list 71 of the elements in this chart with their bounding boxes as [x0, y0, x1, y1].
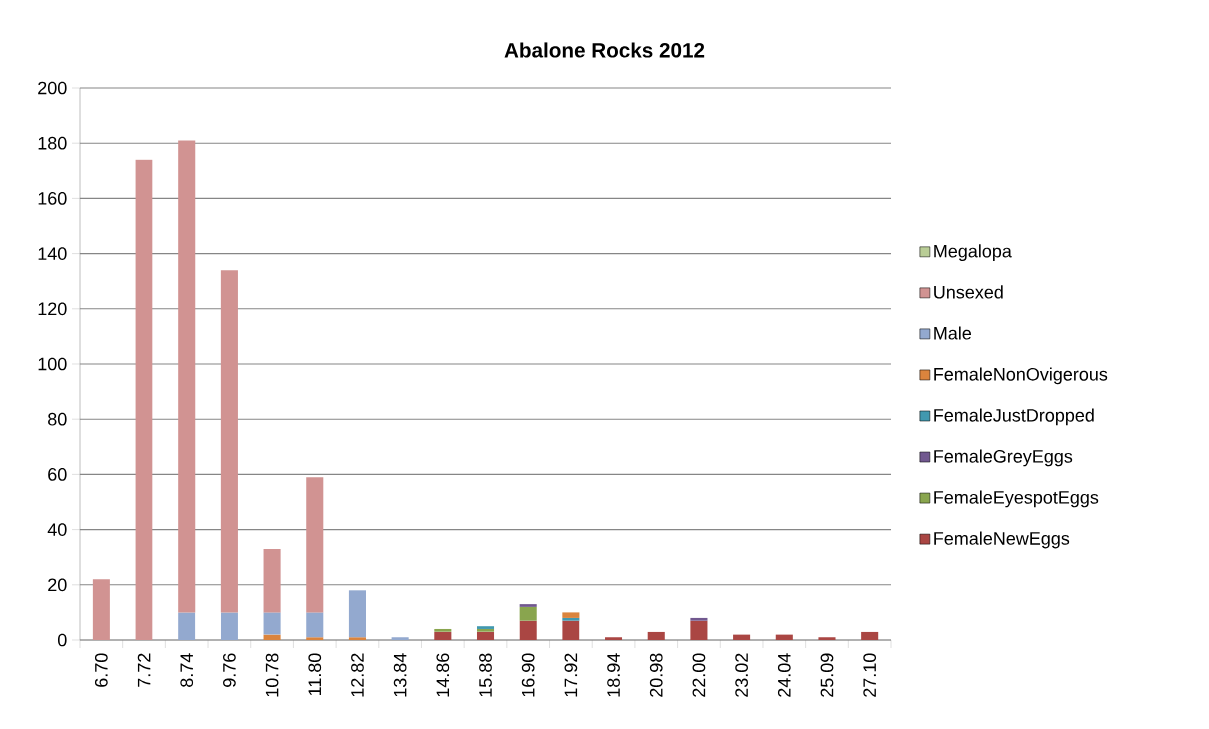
bar — [220, 612, 238, 640]
bar — [562, 620, 580, 640]
y-tick-label: 180 — [38, 136, 67, 150]
bar — [306, 612, 324, 638]
bar — [306, 637, 324, 640]
x-tick-label: 15.88 — [479, 653, 492, 697]
bar — [391, 637, 409, 640]
x-tick-label: 9.76 — [223, 653, 236, 687]
x-tick-label: 16.90 — [521, 653, 535, 697]
bar — [306, 477, 324, 613]
bar — [476, 631, 495, 640]
x-tick-label: 23.02 — [735, 653, 748, 697]
bar — [818, 637, 836, 640]
y-tick-label: 60 — [48, 468, 67, 481]
legend-label: Unsexed — [934, 285, 1003, 299]
legend-label: Male — [934, 326, 972, 340]
bar — [220, 270, 238, 613]
y-tick-label: 80 — [48, 412, 67, 426]
legend-label: FemaleNonOvigerous — [934, 367, 1108, 385]
bar — [562, 617, 580, 621]
bar — [263, 634, 281, 640]
bar — [519, 604, 537, 607]
y-tick-label: 40 — [47, 523, 67, 536]
bar — [178, 612, 196, 640]
y-tick-label: 200 — [38, 81, 67, 95]
y-tick-label: 140 — [38, 247, 67, 260]
x-tick-label: 7.72 — [137, 653, 151, 687]
bar — [135, 159, 153, 640]
x-tick-label: 6.70 — [94, 653, 108, 687]
y-tick-label: 120 — [38, 302, 67, 316]
legend-label: FemaleEyespotEggs — [934, 490, 1099, 508]
x-tick-label: 11.80 — [308, 653, 322, 696]
x-tick-label: 20.98 — [649, 653, 663, 697]
x-tick-label: 12.82 — [351, 653, 364, 697]
y-tick-label: 160 — [38, 192, 67, 205]
legend-label: FemaleGreyEggs — [934, 449, 1073, 467]
bar — [733, 634, 751, 640]
y-tick-label: 0 — [57, 633, 67, 647]
bar — [178, 140, 196, 613]
x-tick-label: 24.04 — [777, 653, 791, 697]
bar — [263, 612, 281, 635]
bar — [434, 631, 452, 640]
bar — [519, 606, 537, 621]
x-tick-label: 25.09 — [820, 653, 834, 697]
bar — [348, 637, 366, 640]
x-tick-label: 13.84 — [393, 653, 407, 697]
bar — [861, 631, 879, 640]
y-tick-label: 20 — [48, 578, 67, 592]
bar — [519, 620, 537, 640]
bar — [647, 631, 665, 640]
x-tick-label: 22.00 — [692, 653, 706, 697]
x-tick-label: 27.10 — [863, 653, 877, 697]
bar — [92, 579, 110, 640]
chart-title: Abalone Rocks 2012 — [504, 42, 705, 58]
x-tick-label: 10.78 — [265, 653, 279, 697]
x-tick-label: 14.86 — [436, 653, 450, 697]
bar — [434, 628, 452, 632]
x-tick-label: 18.94 — [607, 653, 620, 697]
bar — [348, 590, 366, 638]
y-tick-label: 100 — [38, 357, 67, 371]
legend-label: Megalopa — [934, 244, 1012, 262]
x-tick-label: 8.74 — [180, 653, 194, 687]
bar — [690, 617, 708, 621]
bar — [605, 637, 623, 640]
bar — [562, 612, 580, 618]
bar — [690, 620, 708, 640]
legend-label: FemaleJustDropped — [934, 408, 1094, 426]
bar — [263, 548, 281, 613]
legend-label: FemaleNewEggs — [934, 531, 1070, 549]
bar — [775, 634, 793, 640]
x-tick-label: 17.92 — [564, 653, 578, 697]
